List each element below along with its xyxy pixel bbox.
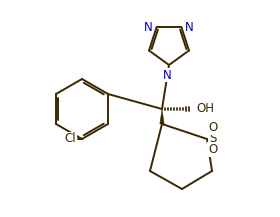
Text: O: O [208, 121, 217, 134]
Text: S: S [209, 132, 216, 145]
Text: N: N [163, 69, 171, 82]
Text: N: N [144, 21, 153, 33]
Text: O: O [208, 143, 217, 156]
Text: OH: OH [196, 102, 214, 115]
Text: N: N [185, 21, 194, 33]
Text: Cl: Cl [64, 133, 76, 146]
Polygon shape [160, 109, 164, 124]
